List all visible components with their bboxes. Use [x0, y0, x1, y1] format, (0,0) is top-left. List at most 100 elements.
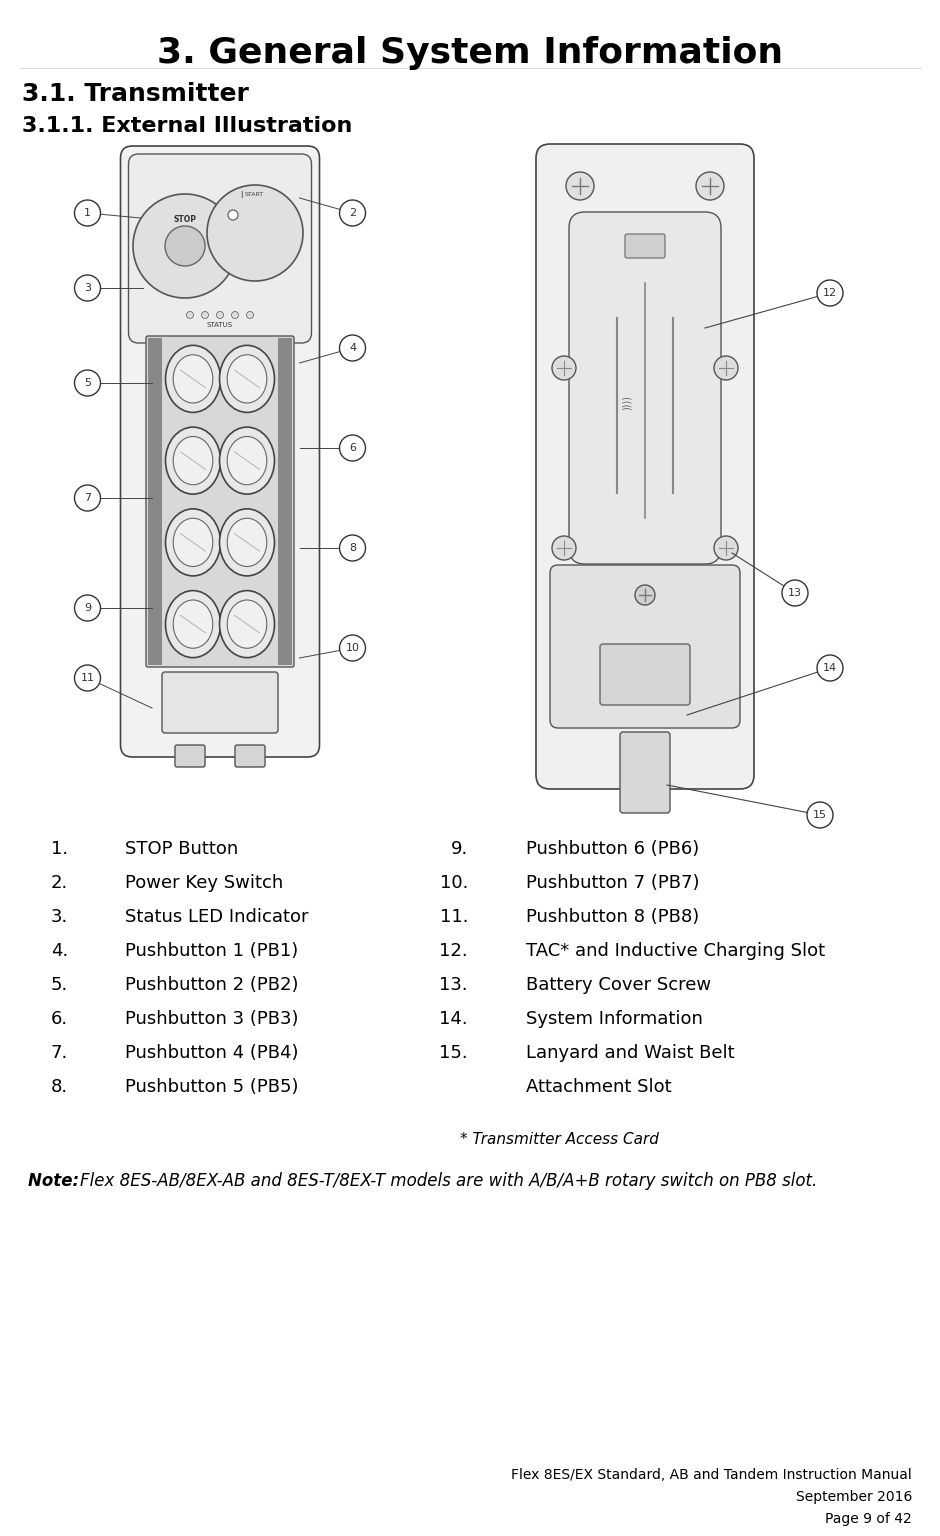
Ellipse shape [227, 436, 267, 485]
Text: 13.: 13. [439, 975, 468, 994]
Text: 13: 13 [788, 588, 802, 598]
Circle shape [339, 335, 366, 361]
Circle shape [74, 665, 101, 691]
Text: STOP: STOP [174, 215, 196, 224]
Text: START: START [245, 192, 264, 198]
Circle shape [696, 172, 724, 200]
Text: 14: 14 [822, 664, 837, 673]
Text: 10: 10 [346, 644, 359, 653]
Text: 6: 6 [349, 442, 356, 453]
Text: 15: 15 [813, 809, 827, 820]
Ellipse shape [173, 601, 212, 648]
Text: 3. General System Information: 3. General System Information [157, 35, 783, 71]
Text: 2: 2 [349, 207, 356, 218]
Circle shape [186, 312, 194, 318]
Ellipse shape [165, 508, 221, 576]
Circle shape [207, 184, 303, 281]
FancyBboxPatch shape [129, 154, 311, 343]
Text: 14.: 14. [439, 1011, 468, 1028]
Text: Pushbutton 5 (PB5): Pushbutton 5 (PB5) [125, 1078, 299, 1097]
FancyBboxPatch shape [536, 144, 754, 790]
Text: 9.: 9. [451, 840, 468, 859]
Text: * Transmitter Access Card: * Transmitter Access Card [460, 1132, 659, 1147]
FancyBboxPatch shape [146, 336, 294, 667]
Circle shape [74, 370, 101, 396]
Text: 3.1. Transmitter: 3.1. Transmitter [22, 81, 249, 106]
Circle shape [714, 536, 738, 561]
Circle shape [339, 634, 366, 660]
Ellipse shape [173, 518, 212, 567]
Ellipse shape [220, 508, 274, 576]
Circle shape [339, 535, 366, 561]
Circle shape [165, 226, 205, 266]
Text: Page 9 of 42: Page 9 of 42 [825, 1511, 912, 1525]
Circle shape [807, 802, 833, 828]
Text: 2.: 2. [51, 874, 68, 892]
Text: Power Key Switch: Power Key Switch [125, 874, 283, 892]
Text: Attachment Slot: Attachment Slot [526, 1078, 671, 1097]
Circle shape [339, 435, 366, 461]
FancyBboxPatch shape [162, 673, 278, 733]
Circle shape [74, 275, 101, 301]
FancyBboxPatch shape [569, 212, 721, 564]
Ellipse shape [165, 591, 221, 657]
Text: Pushbutton 3 (PB3): Pushbutton 3 (PB3) [125, 1011, 299, 1028]
Text: Pushbutton 4 (PB4): Pushbutton 4 (PB4) [125, 1044, 299, 1061]
Text: 3.1.1. External Illustration: 3.1.1. External Illustration [22, 117, 352, 137]
Circle shape [216, 312, 224, 318]
Text: Pushbutton 2 (PB2): Pushbutton 2 (PB2) [125, 975, 299, 994]
Text: Flex 8ES-AB/8EX-AB and 8ES-T/8EX-T models are with A/B/A+B rotary switch on PB8 : Flex 8ES-AB/8EX-AB and 8ES-T/8EX-T model… [80, 1172, 817, 1190]
Circle shape [817, 280, 843, 306]
Text: 4.: 4. [51, 942, 68, 960]
Circle shape [201, 312, 209, 318]
FancyBboxPatch shape [625, 233, 665, 258]
FancyBboxPatch shape [278, 338, 292, 665]
Circle shape [228, 210, 238, 220]
FancyBboxPatch shape [550, 565, 740, 728]
Ellipse shape [165, 427, 221, 495]
Text: Battery Cover Screw: Battery Cover Screw [526, 975, 712, 994]
Text: I: I [240, 190, 243, 200]
Text: 3: 3 [84, 283, 91, 293]
Text: 12: 12 [822, 289, 837, 298]
Circle shape [74, 200, 101, 226]
Text: 6.: 6. [51, 1011, 68, 1028]
Text: Pushbutton 7 (PB7): Pushbutton 7 (PB7) [526, 874, 699, 892]
Circle shape [339, 200, 366, 226]
Circle shape [231, 312, 239, 318]
Text: 15.: 15. [439, 1044, 468, 1061]
Circle shape [552, 356, 576, 379]
Text: 7.: 7. [51, 1044, 68, 1061]
FancyBboxPatch shape [600, 644, 690, 705]
Text: )))): )))) [622, 395, 632, 410]
Circle shape [246, 312, 254, 318]
Text: Status LED Indicator: Status LED Indicator [125, 908, 308, 926]
Ellipse shape [173, 355, 212, 402]
Text: Lanyard and Waist Belt: Lanyard and Waist Belt [526, 1044, 735, 1061]
Circle shape [74, 485, 101, 511]
Circle shape [552, 536, 576, 561]
Text: 7: 7 [84, 493, 91, 502]
Text: 3.: 3. [51, 908, 68, 926]
FancyBboxPatch shape [148, 338, 162, 665]
Text: Pushbutton 1 (PB1): Pushbutton 1 (PB1) [125, 942, 298, 960]
Text: 9: 9 [84, 604, 91, 613]
Circle shape [635, 585, 655, 605]
Circle shape [133, 194, 237, 298]
Circle shape [714, 356, 738, 379]
FancyBboxPatch shape [120, 146, 320, 757]
Text: 1: 1 [84, 207, 91, 218]
Text: 10.: 10. [440, 874, 468, 892]
Text: 11.: 11. [440, 908, 468, 926]
Text: 5: 5 [84, 378, 91, 389]
Ellipse shape [220, 427, 274, 495]
Text: Flex 8ES/EX Standard, AB and Tandem Instruction Manual: Flex 8ES/EX Standard, AB and Tandem Inst… [511, 1468, 912, 1482]
Text: 12.: 12. [439, 942, 468, 960]
Ellipse shape [220, 346, 274, 412]
Text: Pushbutton 8 (PB8): Pushbutton 8 (PB8) [526, 908, 699, 926]
Text: System Information: System Information [526, 1011, 703, 1028]
Ellipse shape [227, 518, 267, 567]
Circle shape [74, 594, 101, 621]
Text: Pushbutton 6 (PB6): Pushbutton 6 (PB6) [526, 840, 699, 859]
Ellipse shape [220, 591, 274, 657]
